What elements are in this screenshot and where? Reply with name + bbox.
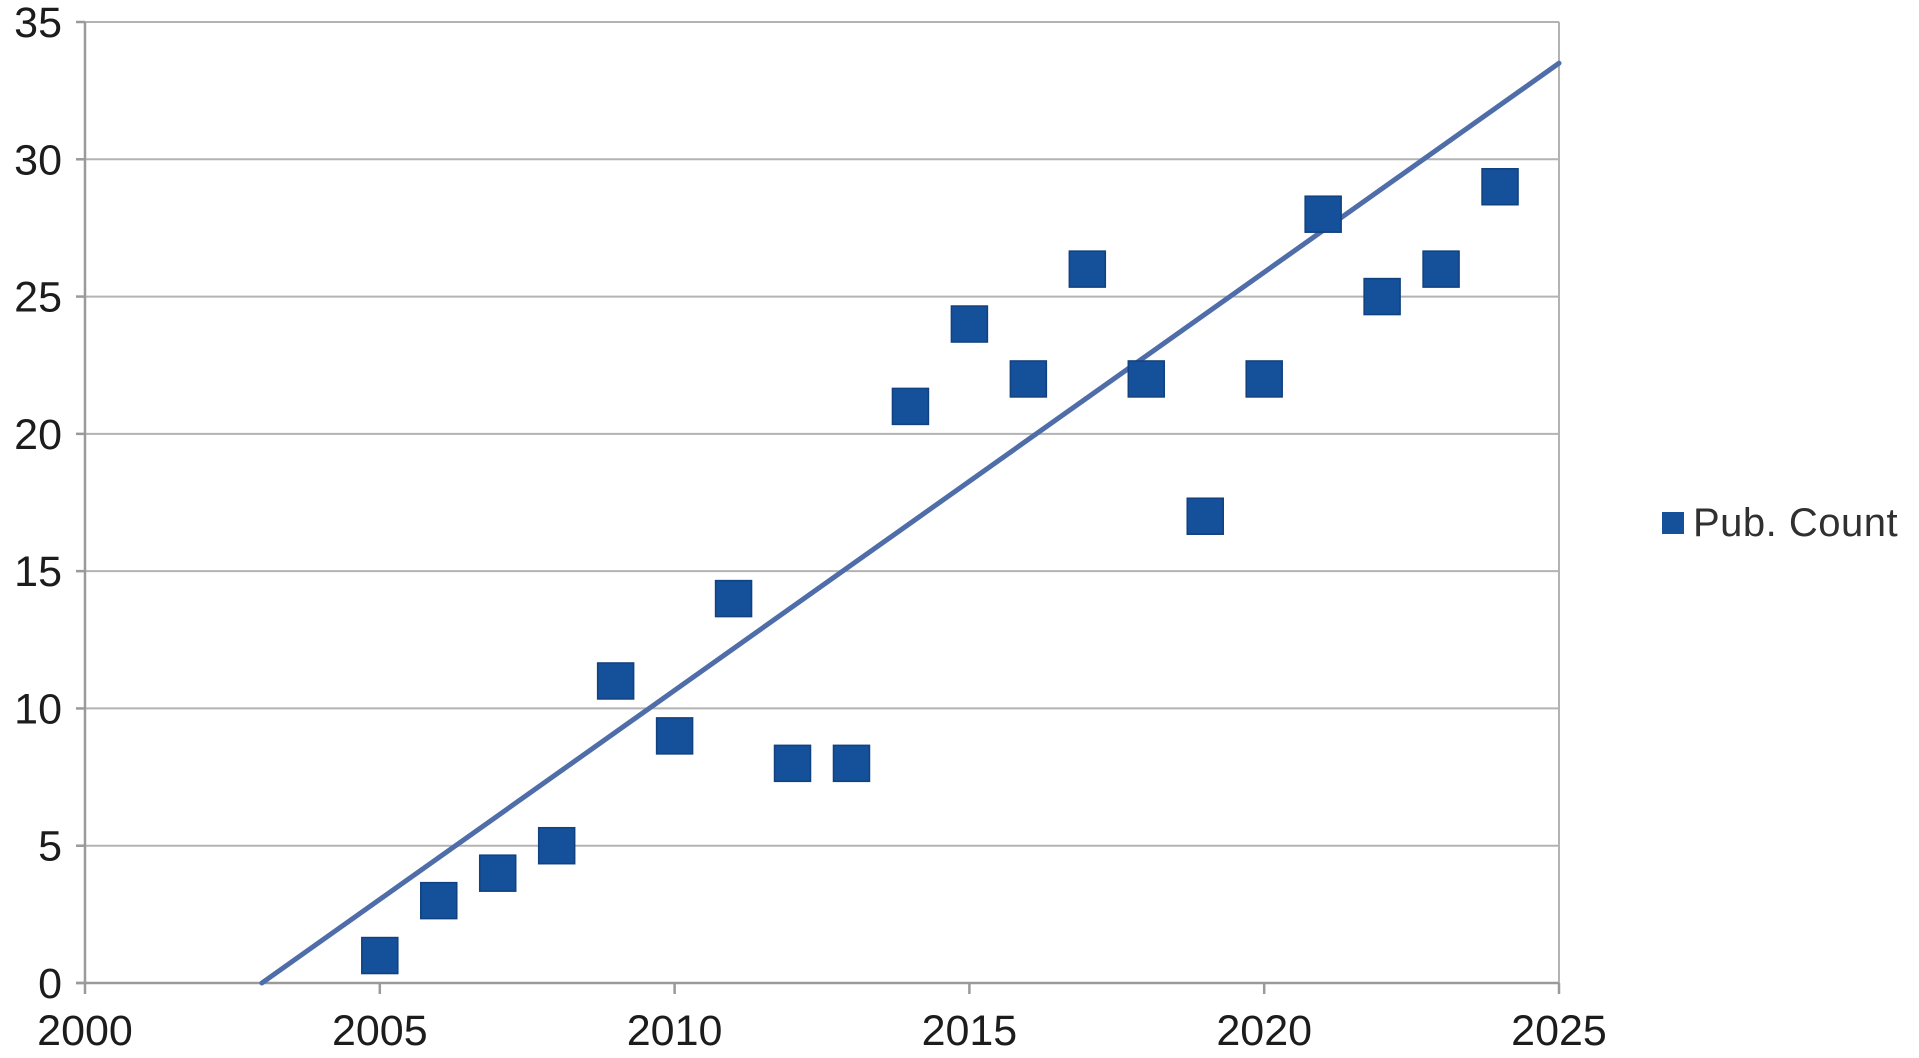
legend: Pub. Count — [1662, 503, 1898, 543]
data-point — [1481, 167, 1519, 206]
data-point — [891, 387, 930, 426]
data-point — [950, 305, 989, 343]
x-tick-label: 2005 — [332, 1007, 428, 1055]
y-tick-label: 15 — [14, 548, 62, 596]
data-point — [1186, 497, 1224, 535]
x-tick-label: 2010 — [627, 1007, 723, 1055]
trendline — [259, 60, 1562, 986]
y-tick-label: 35 — [14, 0, 62, 47]
x-tick-label: 2020 — [1216, 1007, 1312, 1055]
data-point — [537, 826, 576, 865]
data-point — [1363, 277, 1401, 316]
data-point — [1304, 195, 1342, 233]
data-point — [361, 936, 399, 975]
y-tick-label: 20 — [14, 411, 62, 459]
legend-marker-square — [1662, 512, 1684, 534]
data-point — [1068, 250, 1107, 288]
data-point — [655, 717, 694, 755]
y-tick-label: 10 — [14, 685, 62, 733]
data-point — [773, 744, 812, 783]
data-point — [596, 662, 635, 700]
y-tick-label: 30 — [14, 136, 62, 184]
y-tick-label: 5 — [38, 823, 62, 871]
data-point — [478, 854, 517, 892]
data-point — [1422, 250, 1460, 288]
data-point — [1127, 360, 1166, 398]
data-point — [1009, 360, 1048, 398]
legend-label: Pub. Count — [1693, 501, 1899, 545]
x-tick-label: 2025 — [1511, 1007, 1607, 1055]
x-tick-label: 2000 — [37, 1007, 133, 1055]
y-tick-label: 25 — [14, 274, 62, 322]
data-point — [1245, 360, 1283, 398]
data-point — [714, 579, 753, 618]
y-tick-label: 0 — [38, 960, 62, 1008]
data-point — [420, 881, 458, 920]
x-tick-label: 2015 — [922, 1007, 1018, 1055]
data-point — [832, 744, 871, 783]
